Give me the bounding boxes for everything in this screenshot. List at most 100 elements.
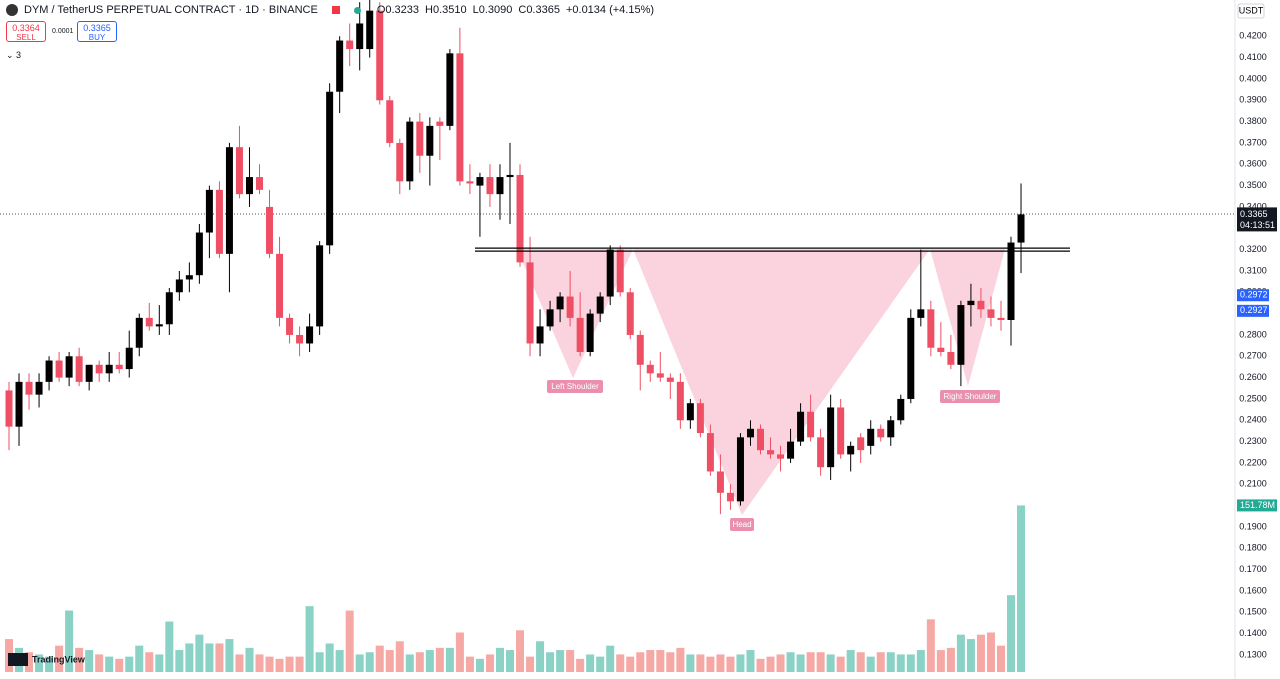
volume-bar xyxy=(155,654,164,672)
y-tick-label: 0.3400 xyxy=(1239,201,1267,211)
candle-body xyxy=(787,441,795,459)
volume-bar xyxy=(936,650,945,672)
candle-body xyxy=(847,445,855,455)
ohlc-low: L0.3090 xyxy=(472,4,513,16)
buy-price[interactable]: 0.3365 xyxy=(83,23,111,33)
countdown: 04:13:51 xyxy=(1240,220,1275,230)
candle-body xyxy=(65,356,73,378)
ohlc-high: H0.3510 xyxy=(425,4,467,16)
candle-body xyxy=(516,174,524,263)
volume-bar xyxy=(516,630,525,672)
volume-bar xyxy=(756,658,765,672)
volume-bar xyxy=(866,656,875,672)
candle-body xyxy=(396,142,404,182)
candle-body xyxy=(185,275,193,280)
y-tick-label: 0.3900 xyxy=(1239,95,1267,105)
candle-body xyxy=(746,428,754,438)
volume-bar xyxy=(395,641,404,672)
candle-body xyxy=(827,407,835,468)
currency-box[interactable] xyxy=(1237,3,1265,19)
y-tick-label: 0.2600 xyxy=(1239,372,1267,382)
candle-body xyxy=(426,125,434,156)
candle-body xyxy=(266,206,274,254)
volume-bar xyxy=(586,654,595,672)
sell-price[interactable]: 0.3364 xyxy=(12,23,40,33)
candle-body xyxy=(536,326,544,344)
flag[interactable] xyxy=(331,6,340,14)
candle-body xyxy=(276,253,284,318)
candle-body xyxy=(446,53,454,126)
volume-bar xyxy=(536,641,545,672)
spread: 0.0001 xyxy=(52,28,74,35)
volume-bar xyxy=(45,656,54,672)
candle-body xyxy=(506,174,514,178)
volume-bar xyxy=(445,647,454,672)
volume-bar xyxy=(455,632,464,672)
sell-label[interactable]: SELL xyxy=(16,33,36,42)
volume-bar xyxy=(776,654,785,672)
candle-body xyxy=(777,454,785,459)
candle-body xyxy=(546,309,554,327)
candle-body xyxy=(336,40,344,92)
indicators-toggle[interactable]: ⌄ 3 xyxy=(6,50,22,60)
volume-bar xyxy=(726,656,735,672)
candle-body xyxy=(486,177,494,195)
sell-button[interactable]: 0.3364 SELL xyxy=(6,21,46,42)
candle-body xyxy=(5,390,13,427)
volume-bar xyxy=(495,647,504,672)
buy-button[interactable]: 0.3365 BUY xyxy=(77,21,117,42)
candle-body xyxy=(55,360,63,378)
candle-body xyxy=(947,352,955,365)
volume-bar xyxy=(125,656,134,672)
candle-body xyxy=(726,492,734,502)
volume-bar xyxy=(425,650,434,672)
volume-bar xyxy=(335,650,344,672)
volume-bar xyxy=(596,656,605,672)
candle-body xyxy=(797,411,805,442)
candle-body xyxy=(837,407,845,455)
volume-bar xyxy=(115,658,124,672)
volume-bar xyxy=(986,632,995,672)
candle-body xyxy=(556,296,564,310)
last-price: 0.3365 xyxy=(1240,209,1268,219)
candle-body xyxy=(215,189,223,254)
candle-body xyxy=(686,403,694,421)
y-tick-label: 0.4000 xyxy=(1239,73,1267,83)
candle-body xyxy=(25,381,33,395)
header: DYM / TetherUS PERPETUAL CONTRACT · 1D ·… xyxy=(6,4,654,16)
candle-body xyxy=(646,364,654,374)
plot xyxy=(5,0,1070,672)
price-axis xyxy=(1235,0,1280,679)
y-tick-label: 0.2200 xyxy=(1239,457,1267,467)
volume-bar xyxy=(205,643,214,672)
candle-body xyxy=(586,313,594,352)
buy-label[interactable]: BUY xyxy=(88,33,106,42)
y-tick-label: 0.2100 xyxy=(1239,479,1267,489)
brand-logo xyxy=(8,653,28,666)
volume-bar xyxy=(305,606,314,672)
volume-bar xyxy=(506,650,514,672)
candle-body xyxy=(1017,214,1025,243)
volume-bar xyxy=(435,647,444,672)
currency[interactable]: USDT xyxy=(1239,5,1264,15)
y-tick-label: 0.1900 xyxy=(1239,521,1267,531)
candle-body xyxy=(757,428,764,451)
symbol[interactable]: DYM / TetherUS PERPETUAL CONTRACT · 1D ·… xyxy=(24,4,318,16)
annotation-box xyxy=(547,380,603,393)
volume-bar xyxy=(996,645,1005,672)
indicators-count[interactable]: 3 xyxy=(16,50,22,60)
status xyxy=(353,6,361,14)
volume-bar xyxy=(75,647,84,672)
candle-body xyxy=(606,249,614,297)
volume-bar xyxy=(225,639,234,672)
candle-body xyxy=(867,428,875,446)
candle-body xyxy=(897,398,905,421)
left-shoulder-shape xyxy=(517,249,633,378)
candle-body xyxy=(706,433,714,472)
volume-bar xyxy=(465,656,474,672)
candle-body xyxy=(386,100,394,143)
candle-body xyxy=(45,360,53,382)
candle-body xyxy=(937,347,945,352)
volume-bar xyxy=(806,652,815,672)
